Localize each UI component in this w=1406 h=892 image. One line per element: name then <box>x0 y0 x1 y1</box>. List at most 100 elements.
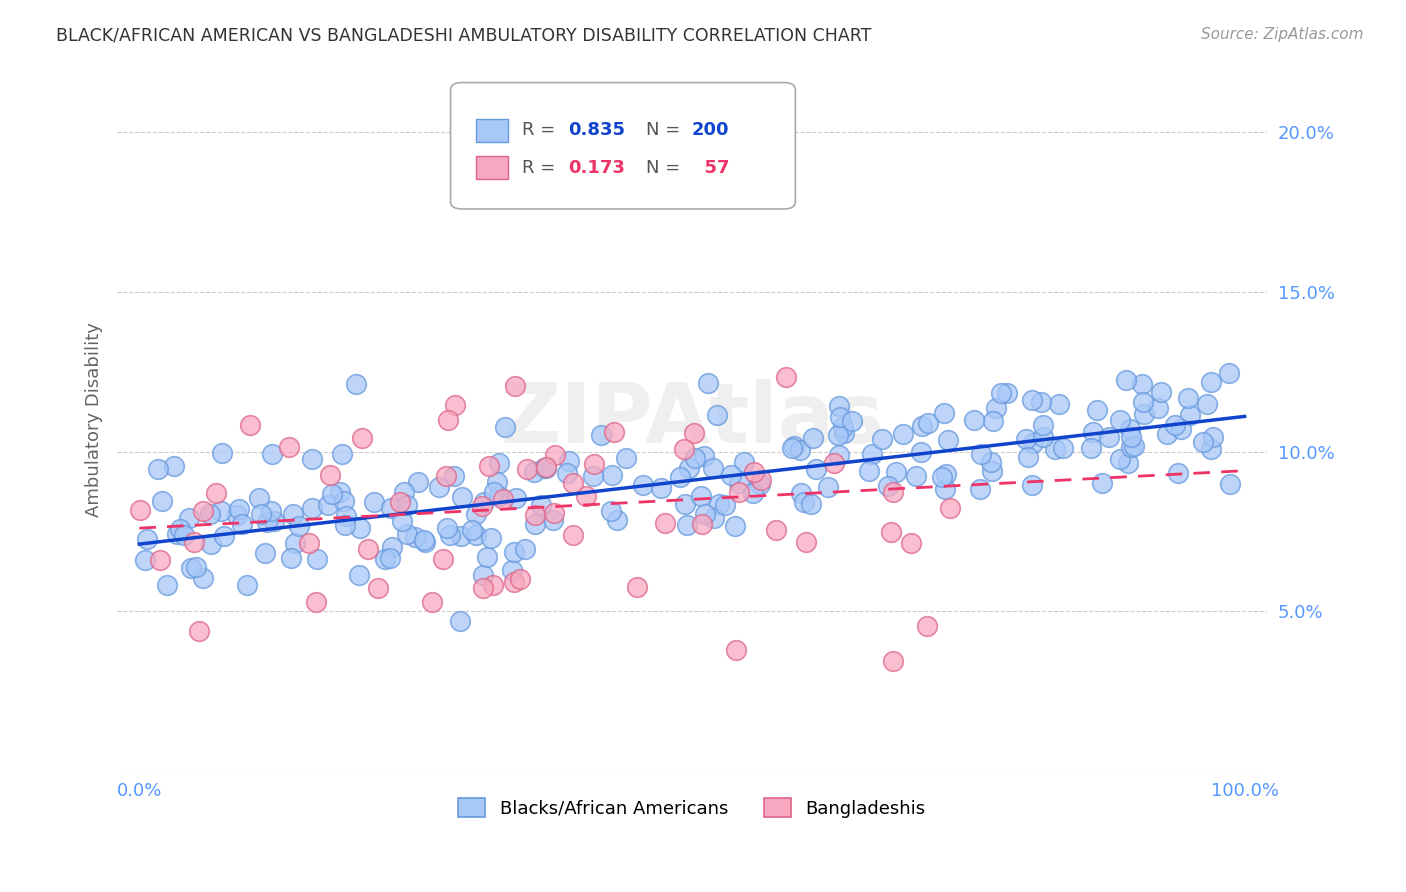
Point <box>935 467 957 482</box>
Point <box>129 503 152 517</box>
Point <box>156 578 179 592</box>
Point <box>790 485 813 500</box>
Point <box>692 517 714 532</box>
Point <box>136 532 159 546</box>
Point <box>1091 476 1114 491</box>
Point <box>541 513 564 527</box>
Point <box>395 527 418 541</box>
Point <box>150 493 173 508</box>
Point <box>200 536 222 550</box>
Point <box>193 572 215 586</box>
Point <box>449 614 471 628</box>
Point <box>335 517 357 532</box>
Point <box>1083 425 1105 440</box>
Point <box>374 552 396 566</box>
Legend: Blacks/African Americans, Bangladeshis: Blacks/African Americans, Bangladeshis <box>451 791 934 825</box>
Point <box>349 521 371 535</box>
Point <box>702 461 724 475</box>
Point <box>1032 430 1054 444</box>
Point <box>669 470 692 484</box>
Point <box>917 416 939 430</box>
Point <box>884 466 907 480</box>
Point <box>186 559 208 574</box>
Point <box>280 551 302 566</box>
Point <box>228 501 250 516</box>
Point <box>728 476 751 491</box>
Point <box>501 562 523 576</box>
Point <box>931 469 953 483</box>
Point <box>882 484 904 499</box>
Point <box>969 482 991 496</box>
Point <box>465 528 488 542</box>
Point <box>981 414 1004 428</box>
Point <box>934 405 956 419</box>
Point <box>256 515 278 529</box>
Point <box>253 546 276 560</box>
Point <box>690 489 713 503</box>
Point <box>614 450 637 465</box>
Point <box>858 464 880 478</box>
Point <box>1115 372 1137 386</box>
Point <box>534 459 557 474</box>
Point <box>530 498 553 512</box>
Point <box>831 419 853 434</box>
Point <box>860 447 883 461</box>
Point <box>298 536 321 550</box>
Point <box>828 399 851 413</box>
Point <box>381 541 404 555</box>
Point <box>1201 442 1223 456</box>
Point <box>1202 430 1225 444</box>
Point <box>728 485 751 500</box>
Point <box>742 486 765 500</box>
Point <box>524 508 547 522</box>
FancyBboxPatch shape <box>475 156 508 178</box>
Point <box>432 552 454 566</box>
Point <box>434 469 457 483</box>
Point <box>146 461 169 475</box>
Point <box>1156 427 1178 442</box>
Point <box>479 531 502 545</box>
Point <box>1177 391 1199 405</box>
Text: ZIPAtlas: ZIPAtlas <box>501 379 884 460</box>
Point <box>633 478 655 492</box>
Point <box>1195 397 1218 411</box>
Point <box>793 494 815 508</box>
Point <box>891 427 914 442</box>
Point <box>783 440 806 454</box>
Point <box>804 461 827 475</box>
Point <box>1199 376 1222 390</box>
Point <box>673 442 696 456</box>
Point <box>789 442 811 457</box>
Point <box>534 461 557 475</box>
Point <box>827 427 849 442</box>
Point <box>626 580 648 594</box>
Point <box>1123 439 1146 453</box>
Point <box>1085 403 1108 417</box>
Point <box>980 455 1002 469</box>
Point <box>169 522 191 536</box>
Point <box>1218 367 1240 381</box>
Point <box>963 413 986 427</box>
Point <box>450 528 472 542</box>
Text: Source: ZipAtlas.com: Source: ZipAtlas.com <box>1201 27 1364 42</box>
Point <box>910 444 932 458</box>
Point <box>600 468 623 483</box>
Text: N =: N = <box>645 159 681 177</box>
Point <box>733 455 755 469</box>
Point <box>555 466 578 480</box>
Point <box>1163 417 1185 432</box>
Point <box>357 541 380 556</box>
Point <box>301 500 323 515</box>
Point <box>321 487 343 501</box>
Point <box>492 491 515 506</box>
FancyBboxPatch shape <box>450 83 796 209</box>
Point <box>239 417 262 432</box>
Point <box>742 465 765 479</box>
Point <box>794 535 817 549</box>
Point <box>582 469 605 483</box>
Point <box>436 521 458 535</box>
Point <box>427 479 450 493</box>
Text: 0.835: 0.835 <box>568 121 624 139</box>
Point <box>654 516 676 530</box>
Point <box>675 517 697 532</box>
